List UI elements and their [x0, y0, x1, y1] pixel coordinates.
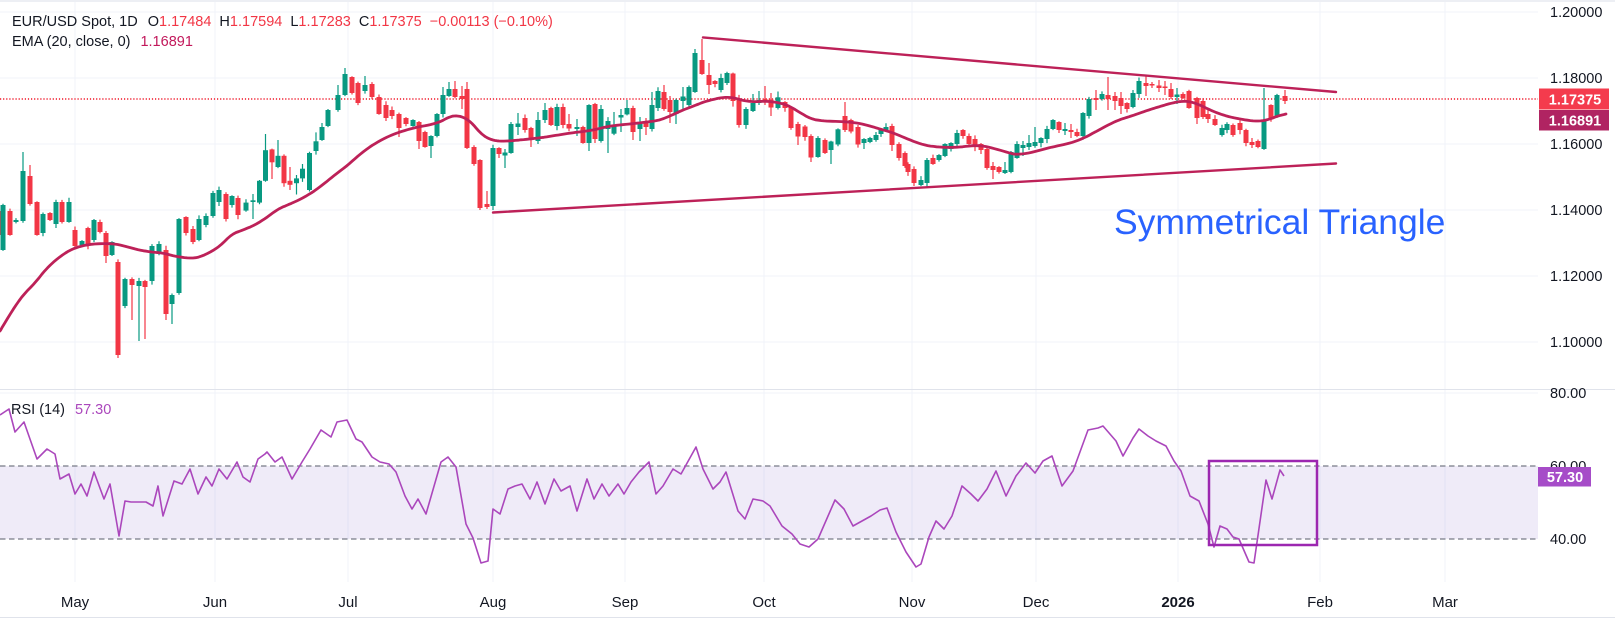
svg-text:1.12000: 1.12000 [1550, 269, 1602, 285]
svg-text:Jun: Jun [203, 594, 227, 611]
svg-text:Feb: Feb [1307, 594, 1333, 611]
svg-text:Dec: Dec [1023, 594, 1050, 611]
svg-text:40.00: 40.00 [1550, 532, 1586, 548]
svg-text:1.10000: 1.10000 [1550, 335, 1602, 351]
svg-text:Aug: Aug [480, 594, 507, 611]
svg-text:80.00: 80.00 [1550, 386, 1586, 402]
svg-text:Mar: Mar [1432, 594, 1458, 611]
svg-text:Symmetrical Triangle: Symmetrical Triangle [1114, 202, 1445, 242]
svg-text:57.30: 57.30 [1547, 470, 1583, 486]
svg-text:Nov: Nov [899, 594, 926, 611]
svg-text:1.18000: 1.18000 [1550, 71, 1602, 87]
svg-text:1.16000: 1.16000 [1550, 137, 1602, 153]
svg-text:Jul: Jul [338, 594, 357, 611]
svg-text:1.17375: 1.17375 [1549, 93, 1601, 109]
svg-text:Oct: Oct [752, 594, 776, 611]
svg-text:Sep: Sep [612, 594, 639, 611]
svg-text:1.20000: 1.20000 [1550, 5, 1602, 21]
svg-text:2026: 2026 [1161, 594, 1194, 611]
svg-text:RSI (14)57.30: RSI (14) 57.30 [11, 402, 111, 418]
svg-text:1.16891: 1.16891 [1549, 114, 1601, 130]
svg-text:May: May [61, 594, 90, 611]
svg-text:1.14000: 1.14000 [1550, 203, 1602, 219]
svg-text:EMA (20, close, 0)1.16891: EMA (20, close, 0) 1.16891 [12, 34, 193, 50]
